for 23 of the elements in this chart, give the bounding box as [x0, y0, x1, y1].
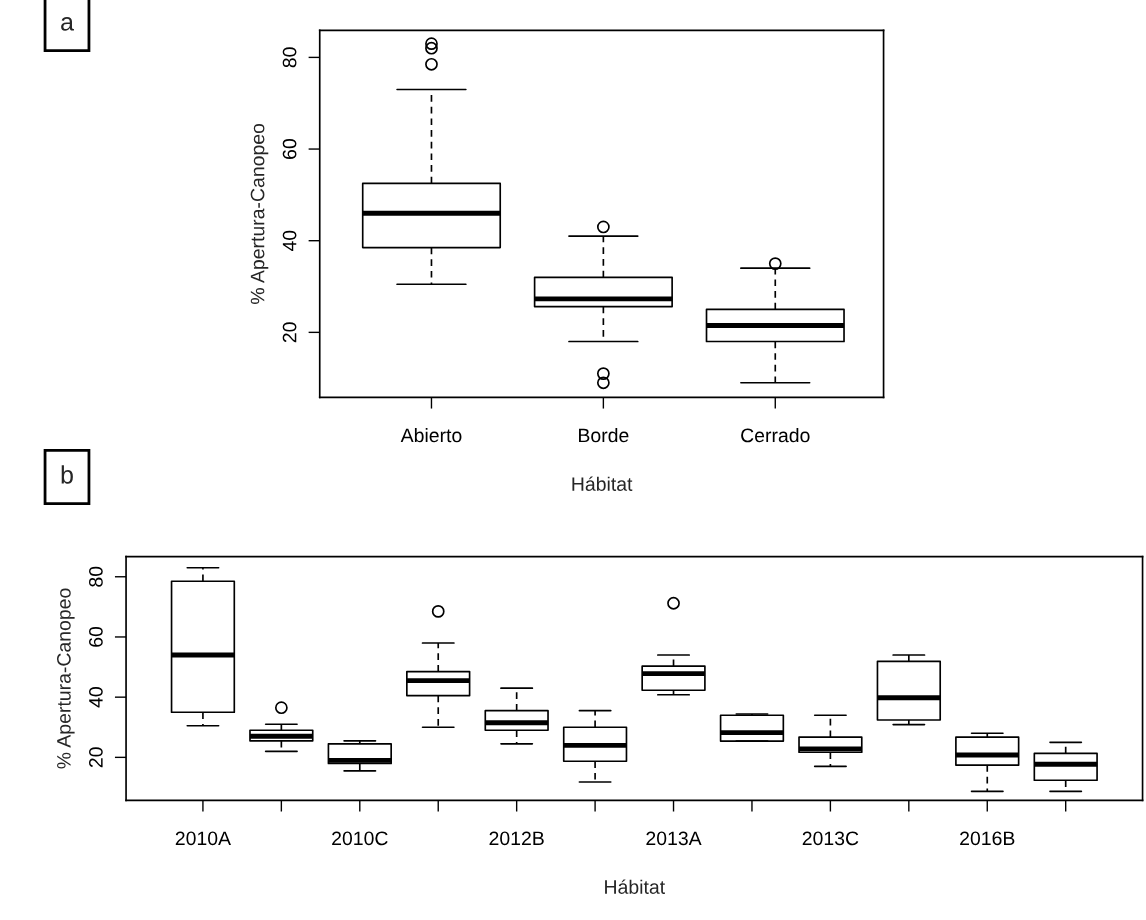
y-axis-title: % Apertura-Canopeo: [250, 123, 269, 304]
y-tick-label: 60: [89, 626, 103, 647]
y-tick-label: 20: [282, 322, 297, 343]
y-tick-label: 80: [282, 47, 297, 68]
x-tick-label: Borde: [579, 428, 629, 443]
y-tick-label: 20: [89, 747, 103, 768]
x-tick-label: 2010C: [332, 831, 388, 846]
x-tick-label: 2010A: [175, 831, 231, 846]
y-tick-label: 60: [282, 139, 297, 159]
x-tick-label: 2012B: [489, 831, 544, 846]
x-tick-label: Cerrado: [741, 428, 810, 443]
x-axis-title: Hábitat: [605, 879, 665, 894]
text: b: [61, 465, 73, 484]
y-tick-label: 40: [89, 687, 103, 708]
x-tick-label: 2013C: [802, 831, 859, 846]
y-axis-title: % Apertura-Canopeo: [56, 588, 75, 769]
y-tick-label: 80: [89, 566, 103, 587]
y-tick-label: 40: [282, 230, 297, 252]
x-axis-title: Hábitat: [572, 476, 633, 491]
x-tick-label: Abierto: [400, 428, 462, 443]
x-tick-label: 2013A: [646, 831, 702, 846]
x-tick-label: 2016B: [960, 831, 1015, 846]
text: a: [61, 17, 74, 31]
